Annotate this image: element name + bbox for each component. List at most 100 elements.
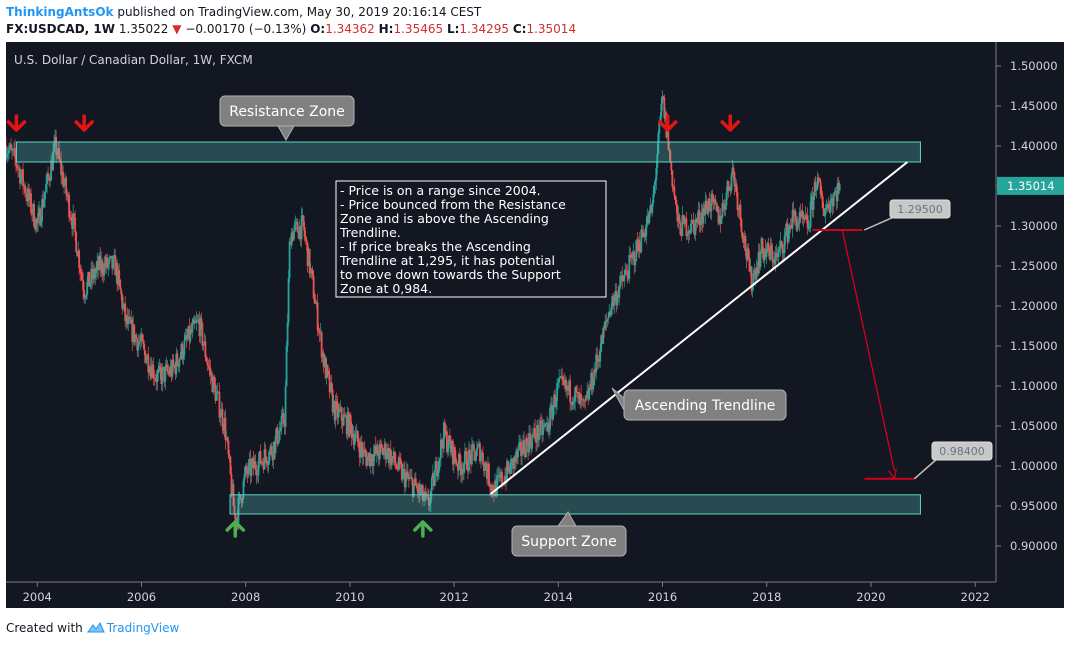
- candle-body: [714, 199, 717, 204]
- tradingview-link[interactable]: TradingView: [106, 621, 180, 635]
- candle-body: [70, 217, 73, 221]
- candle-body: [543, 425, 545, 428]
- candle-body: [157, 369, 160, 374]
- level-1-leader: [863, 215, 897, 231]
- candle-body: [568, 380, 571, 391]
- candle-body: [628, 254, 631, 279]
- candle-body: [183, 340, 186, 356]
- candle-body: [332, 401, 335, 412]
- candle-body: [762, 250, 765, 261]
- candle-body: [392, 451, 395, 459]
- candle-body: [654, 180, 657, 186]
- candle-body: [74, 217, 77, 233]
- author-link[interactable]: ThinkingAntsOk: [6, 5, 114, 19]
- candle-body: [791, 210, 794, 229]
- candle-body: [381, 447, 384, 456]
- candle-body: [413, 478, 416, 484]
- candle-body: [672, 186, 675, 188]
- candles-group: [6, 90, 841, 536]
- plot-area[interactable]: [6, 42, 996, 582]
- candle-body: [434, 461, 437, 470]
- candle-body: [308, 248, 311, 274]
- candle-body: [717, 206, 720, 224]
- candle-body: [45, 184, 47, 192]
- candle-body: [397, 457, 400, 470]
- candle-body: [832, 195, 835, 207]
- candle-body: [739, 204, 742, 220]
- candle-body: [733, 172, 736, 187]
- candle-body: [690, 219, 693, 233]
- candle-body: [68, 195, 71, 218]
- candle-body: [537, 424, 539, 440]
- candle-body: [94, 273, 97, 279]
- candle-body: [168, 371, 171, 375]
- candle-body: [204, 341, 207, 358]
- candle-body: [368, 452, 371, 466]
- candle-body: [573, 401, 576, 404]
- candle-body: [824, 208, 827, 215]
- candle-body: [160, 371, 163, 384]
- candle-body: [253, 461, 256, 469]
- candle-body: [664, 112, 667, 119]
- candle-body: [411, 479, 414, 497]
- candle-body: [589, 387, 592, 390]
- candle-body: [292, 231, 295, 241]
- candle-body: [800, 210, 803, 217]
- time-axis[interactable]: 2004 2006 2008 2010 2012 2014 2016 2018 2020 2022: [6, 581, 996, 604]
- candle-body: [578, 392, 581, 405]
- candle-body: [783, 235, 786, 253]
- candle-body: [341, 420, 344, 426]
- candle-body: [353, 438, 356, 445]
- analysis-note-box: [335, 180, 607, 298]
- candle-body: [608, 311, 611, 318]
- candle-body: [520, 441, 522, 456]
- candle-body: [499, 474, 501, 479]
- candle-body: [501, 471, 503, 485]
- candle-body: [829, 199, 832, 213]
- candle-body: [834, 190, 837, 193]
- candle-body: [756, 267, 759, 274]
- price-tick-label: 1.45000: [1010, 99, 1058, 113]
- candle-body: [565, 379, 568, 390]
- candle-body: [6, 154, 8, 158]
- candle-body: [267, 460, 270, 465]
- chart-panel[interactable]: Resistance Zone Support Zone Ascending Tre…: [6, 42, 1064, 608]
- candle-body: [61, 171, 64, 176]
- time-tick-label: 2004: [23, 590, 52, 604]
- candle-body: [761, 238, 764, 251]
- candle-body: [212, 376, 215, 393]
- candle-body: [131, 319, 134, 342]
- candle-body: [309, 268, 312, 274]
- candle-body: [220, 408, 223, 416]
- candle-body: [737, 209, 740, 211]
- candle-body: [22, 169, 24, 187]
- candle-body: [331, 389, 334, 412]
- candle-body: [719, 215, 722, 224]
- candle-body: [123, 303, 126, 305]
- footer: Created with TradingView: [6, 621, 179, 636]
- candle-body: [787, 229, 790, 243]
- price-tick-label: 1.50000: [1010, 59, 1058, 73]
- candle-body: [620, 275, 623, 277]
- red-down-arrow-icon: [6, 114, 27, 132]
- candle-body: [726, 181, 729, 193]
- candle-body: [455, 457, 457, 464]
- candle-body: [490, 487, 492, 491]
- candle-body: [339, 407, 342, 411]
- candle-body: [758, 251, 761, 267]
- candle-body: [36, 219, 38, 224]
- candle-body: [623, 274, 626, 282]
- usdcad-chart[interactable]: Resistance Zone Support Zone Ascending Tre…: [6, 42, 1064, 608]
- analysis-note-line: Trendline at 1,295, it has potential: [339, 253, 555, 268]
- candle-body: [808, 226, 811, 229]
- candle-body: [685, 218, 688, 237]
- candle-body: [62, 171, 65, 187]
- price-axis[interactable]: 1.500001.450001.400001.350001.300001.250…: [995, 42, 1064, 582]
- candle-body: [799, 212, 802, 217]
- candle-body: [85, 294, 88, 298]
- candle-body: [433, 469, 436, 486]
- time-tick-label: 2012: [439, 590, 468, 604]
- candle-body: [771, 250, 774, 263]
- candle-body: [779, 240, 782, 247]
- candle-body: [126, 315, 129, 325]
